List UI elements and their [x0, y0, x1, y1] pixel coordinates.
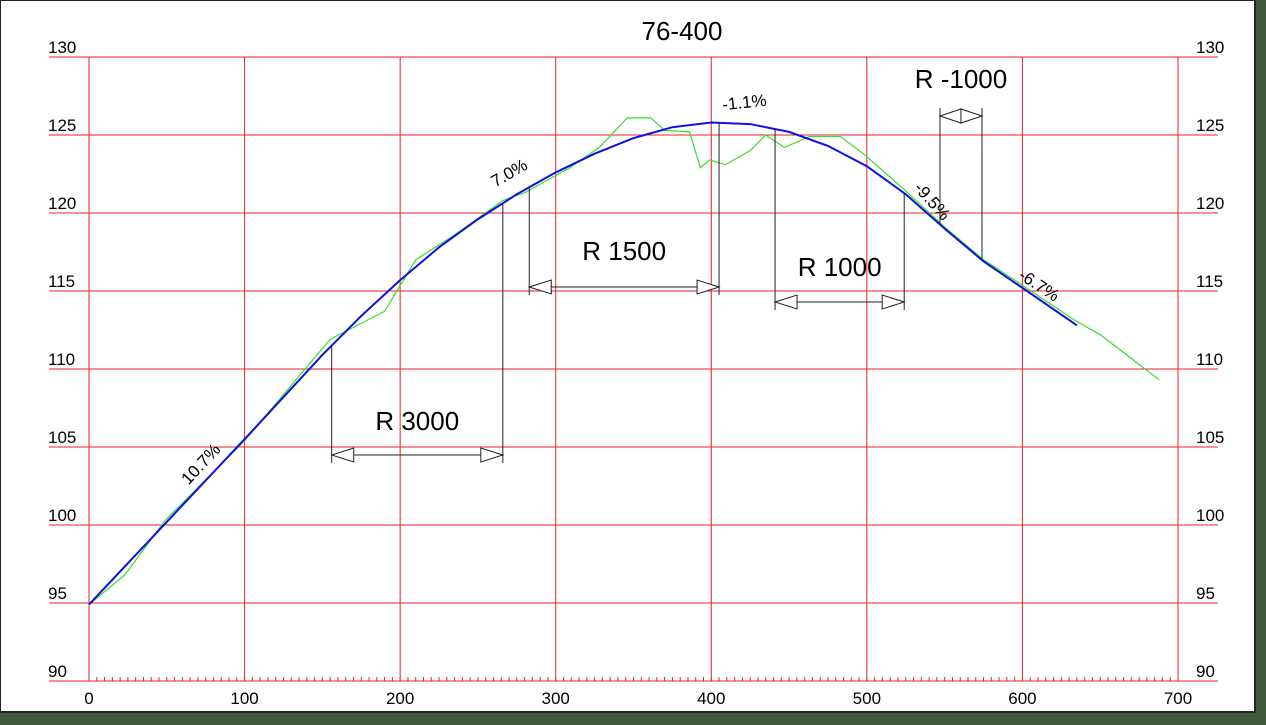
- curve-label: R -1000: [915, 64, 1008, 94]
- chart: 76-400 90 90 95 95 100 100 105 105 110 110 115 115 1…: [0, 0, 1266, 725]
- chart-title: 76-400: [642, 16, 723, 46]
- x-tick-label: 700: [1164, 689, 1192, 708]
- x-tick-label: 600: [1008, 689, 1036, 708]
- curve-label: R 3000: [375, 406, 459, 436]
- y-tick-label-right: 95: [1196, 584, 1215, 603]
- y-tick-label: 105: [48, 428, 76, 447]
- y-tick-label: 110: [48, 350, 75, 369]
- y-tick-label-right: 130: [1196, 38, 1224, 57]
- x-tick-label: 300: [542, 689, 570, 708]
- y-tick-label: 100: [48, 506, 76, 525]
- y-tick-label-right: 125: [1196, 116, 1224, 135]
- page: {"chart_data": { "type": "line", "title"…: [0, 0, 1266, 725]
- y-tick-label-right: 100: [1196, 506, 1224, 525]
- x-tick-label: 500: [853, 689, 881, 708]
- curve-label: R 1500: [582, 236, 666, 266]
- chart-panel: [0, 0, 1255, 712]
- x-tick-label: 0: [84, 689, 93, 708]
- x-tick-label: 400: [697, 689, 725, 708]
- y-tick-label: 130: [48, 38, 76, 57]
- y-tick-label: 115: [48, 272, 75, 291]
- y-tick-label: 95: [48, 584, 67, 603]
- y-tick-label: 90: [48, 662, 67, 681]
- curve-label: R 1000: [798, 252, 882, 282]
- y-tick-label-right: 110: [1196, 350, 1223, 369]
- x-tick-label: 100: [230, 689, 258, 708]
- x-tick-label: 200: [386, 689, 414, 708]
- y-tick-label: 120: [48, 194, 76, 213]
- y-tick-label-right: 90: [1196, 662, 1215, 681]
- y-tick-label: 125: [48, 116, 76, 135]
- y-tick-label-right: 115: [1196, 272, 1223, 291]
- y-tick-label-right: 105: [1196, 428, 1224, 447]
- y-tick-label-right: 120: [1196, 194, 1224, 213]
